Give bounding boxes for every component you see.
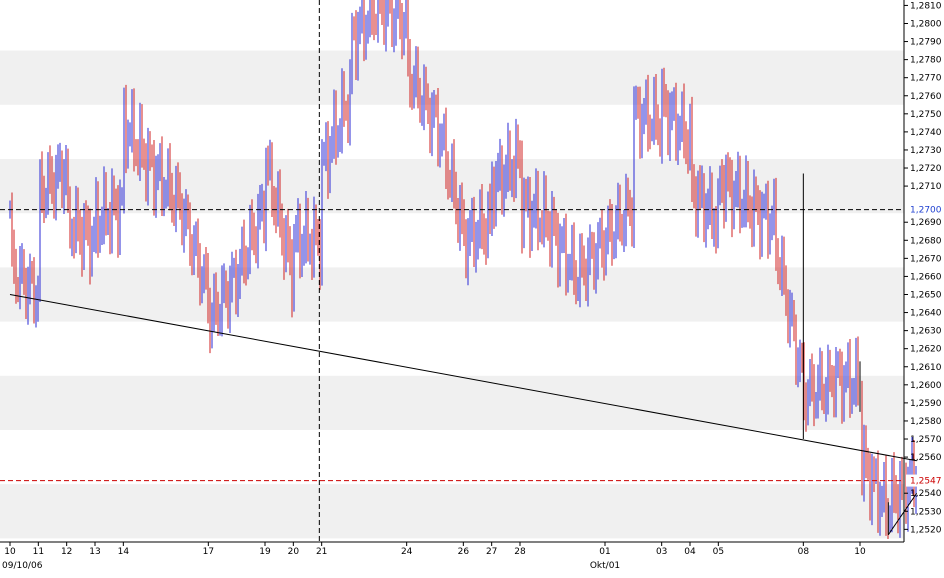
y-tick-label: 1,2600 — [910, 381, 942, 391]
x-tick-label: 28 — [514, 547, 526, 557]
y-tick-label: 1,2790 — [910, 38, 942, 48]
x-tick-label: 01 — [599, 547, 610, 557]
y-tick-label: 1,2730 — [910, 146, 942, 156]
y-tick-label: 1,2520 — [910, 525, 942, 535]
start-date-label: 09/10/06 — [2, 561, 43, 571]
y-tick-label: 1,2670 — [910, 254, 942, 264]
y-tick-label: 1,2690 — [910, 218, 942, 228]
y-tick-label: 1,2540 — [910, 489, 942, 499]
overlay-lines — [0, 0, 918, 542]
y-tick-label: 1,2620 — [910, 345, 942, 355]
ohlc-bars — [9, 0, 917, 540]
y-tick-label: 1,2560 — [910, 453, 942, 463]
x-tick-label: 04 — [684, 547, 696, 557]
x-tick-label: 05 — [713, 547, 724, 557]
x-tick-label: 14 — [118, 547, 130, 557]
reference-level-label: 1,2700 — [910, 206, 942, 216]
month-label: Okt/01 — [590, 561, 620, 571]
y-tick-label: 1,2630 — [910, 327, 942, 337]
x-tick-label: 19 — [259, 547, 271, 557]
x-tick-label: 27 — [486, 547, 497, 557]
last-price-label-bg — [906, 474, 944, 487]
x-tick-label: 03 — [656, 547, 667, 557]
x-tick-label: 21 — [316, 547, 327, 557]
y-tick-label: 1,2570 — [910, 435, 942, 445]
y-tick-label: 1,2590 — [910, 399, 942, 409]
price-band — [0, 484, 904, 539]
trendline — [9, 293, 917, 462]
x-tick-label: 10 — [854, 547, 866, 557]
y-tick-label: 1,2760 — [910, 92, 942, 102]
y-tick-label: 1,2780 — [910, 56, 942, 66]
x-tick-label: 12 — [61, 547, 72, 557]
x-tick-label: 26 — [458, 547, 470, 557]
trendline — [887, 492, 918, 536]
y-tick-label: 1,2750 — [910, 110, 942, 120]
y-axis: 1,2520 1,2530 1,2540 1,2560 1,2570 1,2580 1,25… — [903, 0, 944, 542]
last-price-label: 1,2547 — [910, 477, 942, 487]
x-tick-label: 17 — [203, 547, 214, 557]
y-tick-label: 1,2650 — [910, 290, 942, 300]
reference-label-bg — [906, 203, 944, 216]
y-tick-label: 1,2610 — [910, 363, 942, 373]
x-tick-label: 08 — [798, 547, 810, 557]
price-band — [0, 267, 904, 322]
x-tick-label: 10 — [4, 547, 16, 557]
y-tick-label: 1,2770 — [910, 74, 942, 84]
y-tick-label: 1,2680 — [910, 236, 942, 246]
y-tick-label: 1,2800 — [910, 19, 942, 29]
y-tick-label: 1,2660 — [910, 272, 942, 282]
y-tick-label: 1,2580 — [910, 417, 942, 427]
y-tick-label: 1,2810 — [910, 1, 942, 11]
y-tick-label: 1,2740 — [910, 128, 942, 138]
x-tick-label: 24 — [401, 547, 413, 557]
x-tick-label: 20 — [288, 547, 300, 557]
y-tick-label: 1,2710 — [910, 182, 942, 192]
price-band — [0, 375, 904, 430]
x-tick-label: 11 — [33, 547, 44, 557]
background-bands — [0, 50, 904, 539]
x-tick-label: 13 — [89, 547, 100, 557]
y-tick-label: 1,2720 — [910, 164, 942, 174]
y-tick-label: 1,2640 — [910, 309, 942, 319]
price-band — [0, 50, 904, 105]
x-axis: 10 11 12 13 14 17 19 20 21 24 26 27 28 01 03 04 05 08 10 09… — [0, 541, 904, 571]
y-tick-label: 1,2530 — [910, 507, 942, 517]
